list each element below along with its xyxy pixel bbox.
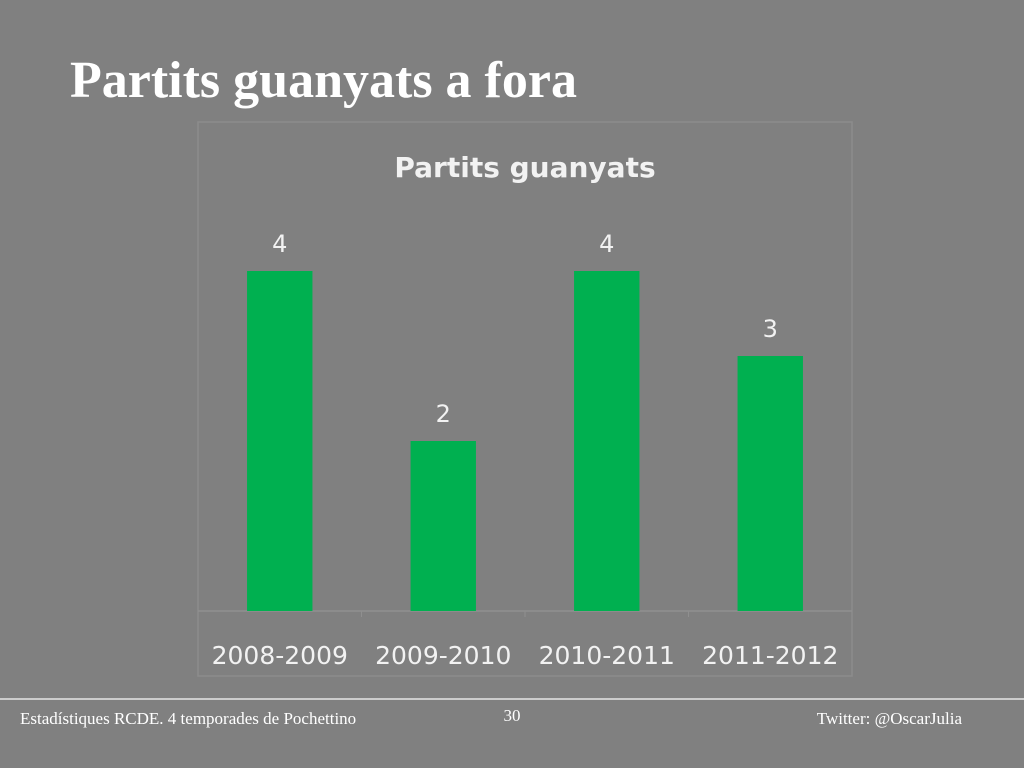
data-label: 4: [272, 230, 287, 258]
bar: [737, 356, 803, 611]
data-label: 3: [763, 315, 778, 343]
slide-title: Partits guanyats a fora: [70, 52, 577, 109]
data-label: 2: [436, 400, 451, 428]
chart-title: Partits guanyats: [394, 151, 655, 184]
bar: [247, 271, 313, 611]
bar: [410, 441, 476, 611]
bar: [574, 271, 640, 611]
x-tick-label: 2010-2011: [539, 641, 675, 670]
x-tick-label: 2008-2009: [212, 641, 348, 670]
footer-right: Twitter: @OscarJulia: [817, 709, 963, 728]
page-number: 30: [504, 706, 521, 725]
footer-left: Estadístiques RCDE. 4 temporades de Poch…: [20, 709, 356, 728]
x-tick-label: 2011-2012: [702, 641, 838, 670]
x-tick-label: 2009-2010: [375, 641, 511, 670]
data-label: 4: [599, 230, 614, 258]
